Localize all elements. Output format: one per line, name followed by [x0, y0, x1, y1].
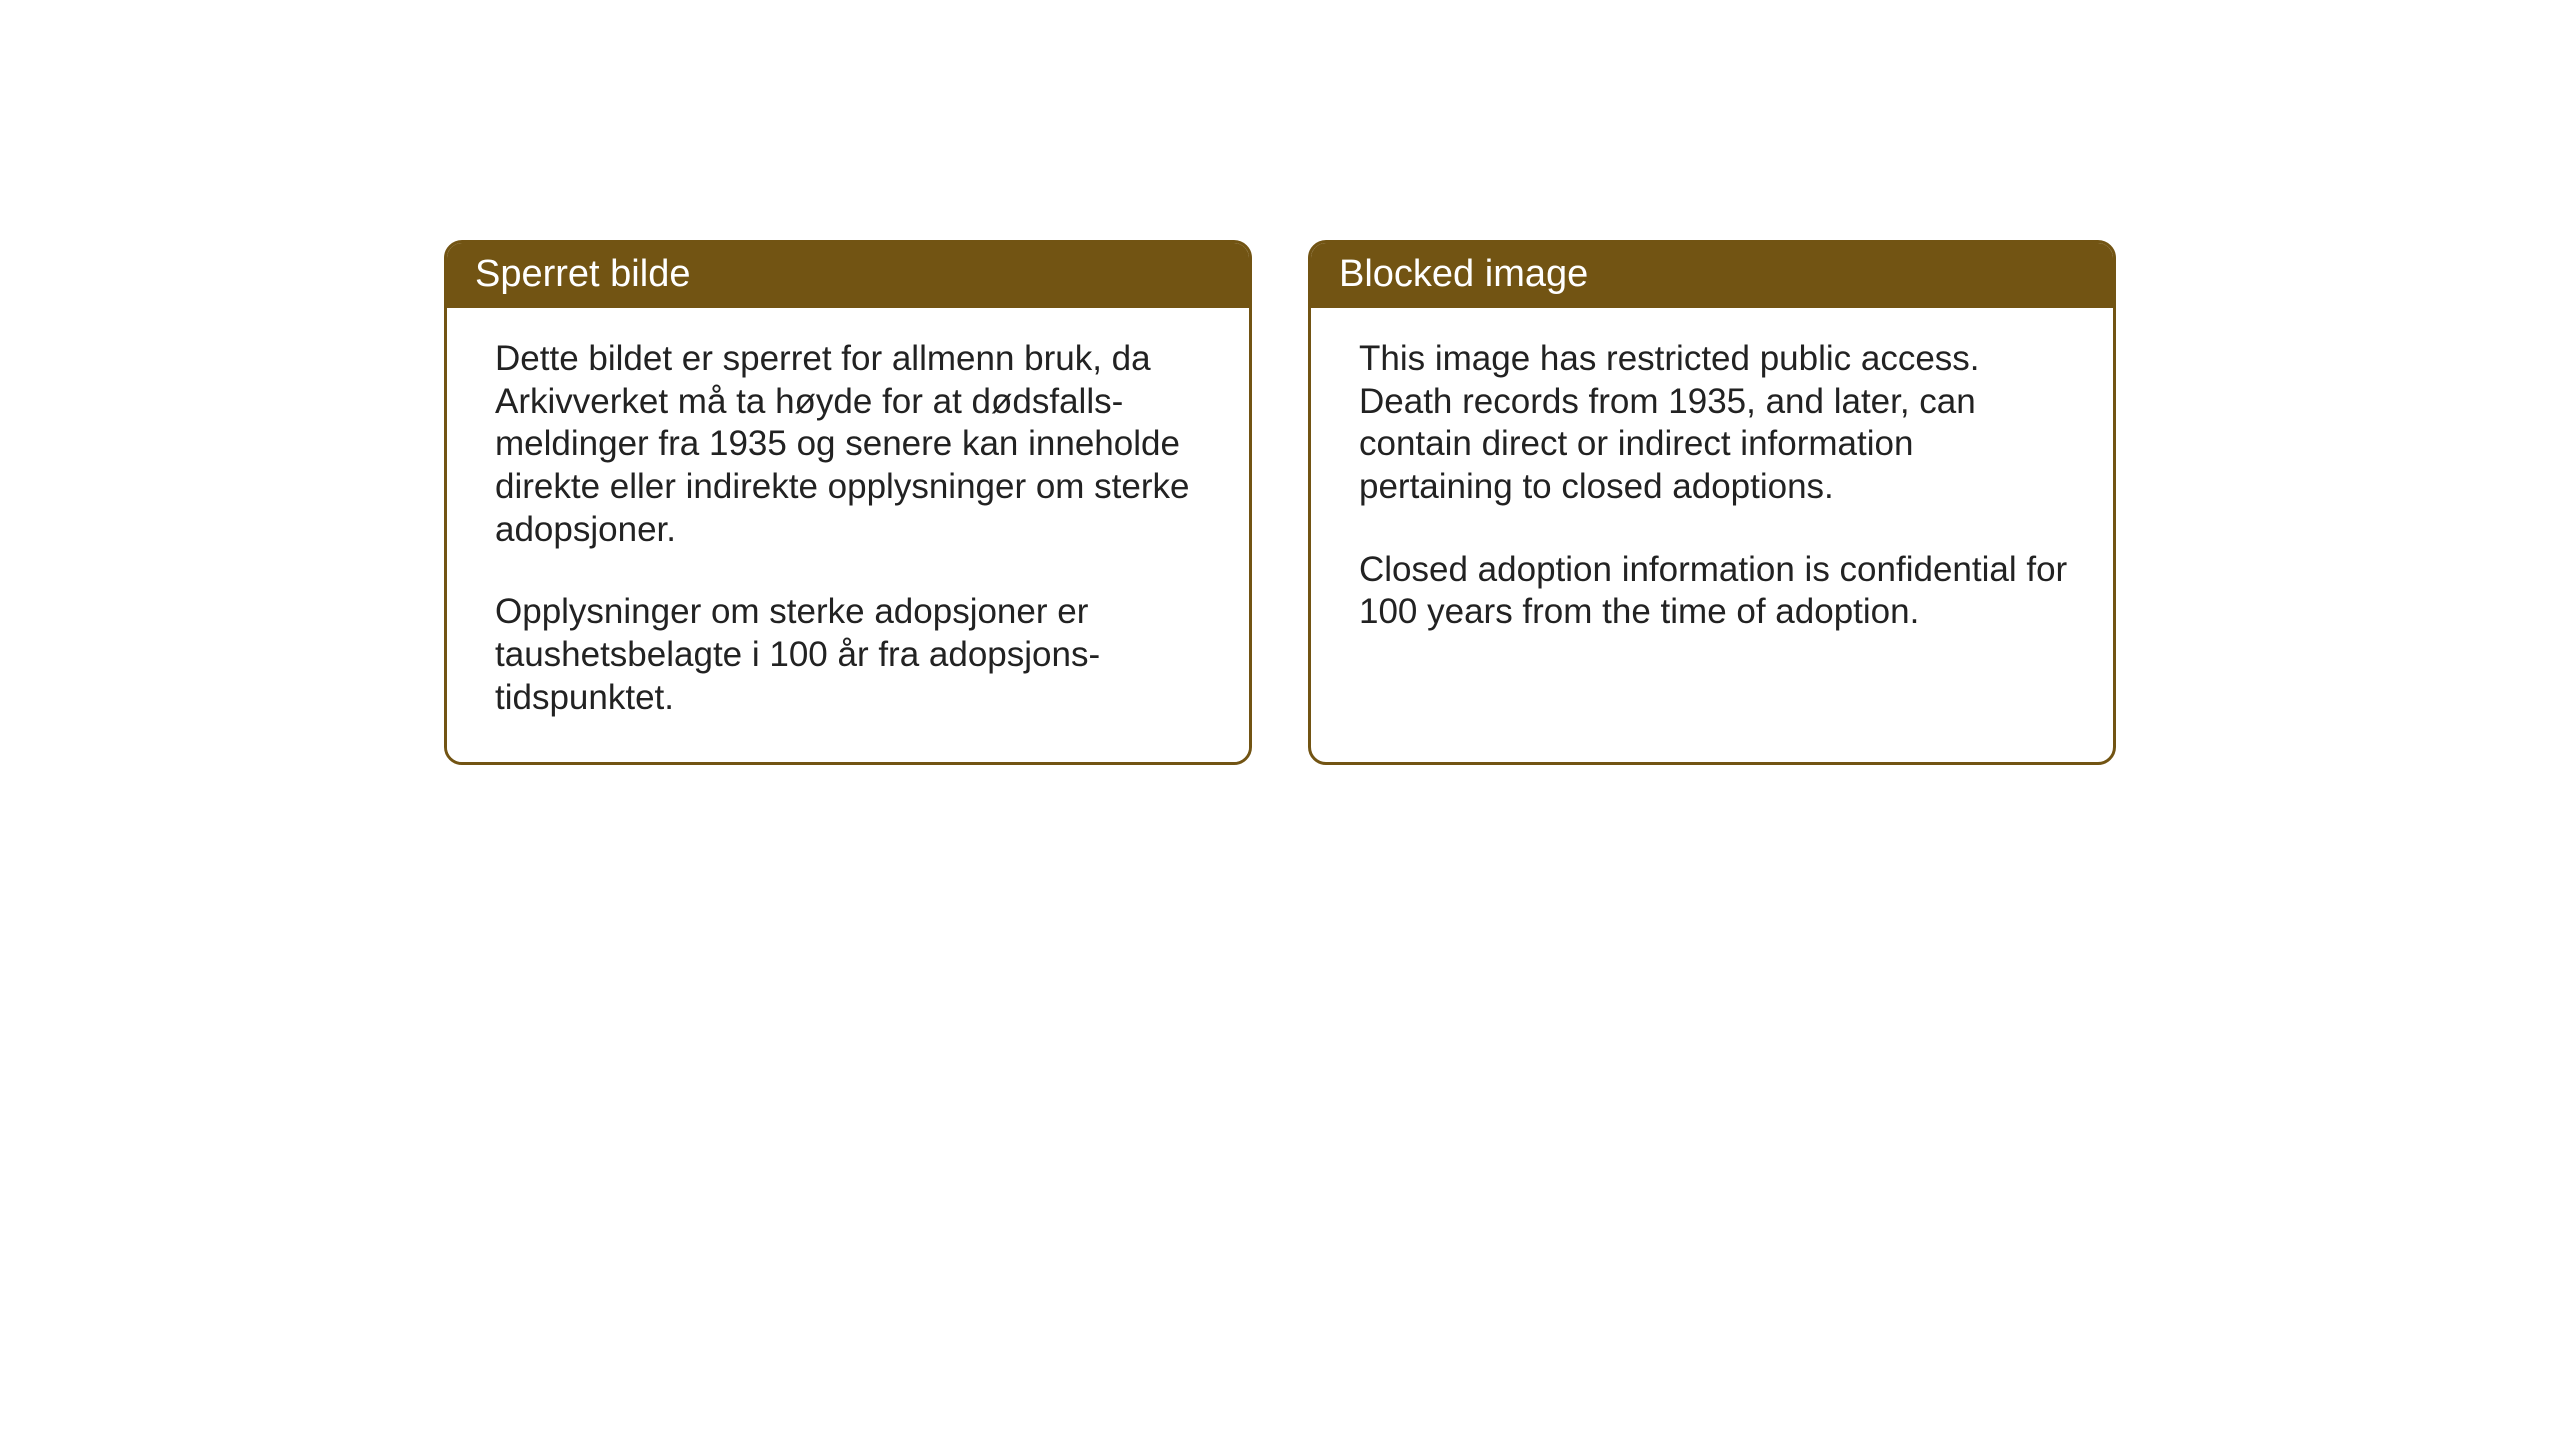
norwegian-paragraph-1: Dette bildet er sperret for allmenn bruk… [495, 338, 1205, 551]
norwegian-paragraph-2: Opplysninger om sterke adopsjoner er tau… [495, 591, 1205, 719]
english-card-body: This image has restricted public access.… [1311, 308, 2113, 676]
norwegian-card: Sperret bilde Dette bildet er sperret fo… [444, 240, 1252, 765]
english-paragraph-1: This image has restricted public access.… [1359, 338, 2069, 509]
english-paragraph-2: Closed adoption information is confident… [1359, 549, 2069, 634]
cards-container: Sperret bilde Dette bildet er sperret fo… [444, 240, 2116, 765]
norwegian-card-title: Sperret bilde [447, 243, 1249, 308]
english-card: Blocked image This image has restricted … [1308, 240, 2116, 765]
norwegian-card-body: Dette bildet er sperret for allmenn bruk… [447, 308, 1249, 762]
english-card-title: Blocked image [1311, 243, 2113, 308]
